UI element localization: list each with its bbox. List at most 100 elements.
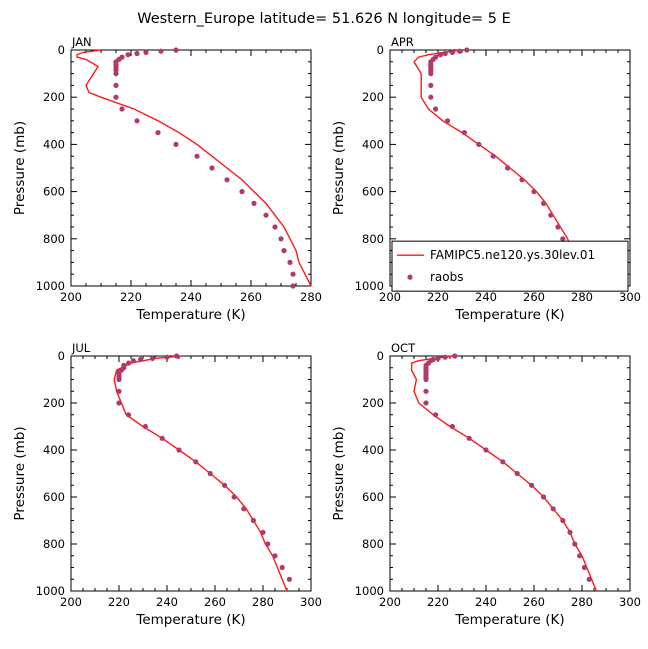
raobs-point — [281, 248, 287, 254]
raobs-point — [560, 236, 566, 242]
raobs-point — [222, 482, 228, 488]
raobs-point — [423, 376, 429, 383]
raobs-point — [116, 388, 122, 394]
raobs-point — [550, 506, 556, 512]
raobs-point — [457, 48, 463, 54]
x-tick-label: 240 — [180, 290, 202, 304]
raobs-point — [572, 541, 578, 547]
y-tick-label: 1000 — [36, 279, 65, 293]
raobs-point — [433, 106, 439, 112]
x-tick-label: 220 — [427, 290, 449, 304]
raobs-point — [265, 541, 271, 547]
raobs-point — [548, 212, 554, 218]
x-tick-label: 240 — [475, 595, 497, 609]
raobs-point — [514, 470, 520, 477]
y-axis-label: Pressure (mb) — [12, 121, 28, 215]
y-tick-label: 800 — [43, 232, 65, 246]
raobs-point — [433, 412, 439, 418]
raobs-point — [209, 165, 215, 171]
raobs-point — [466, 435, 472, 441]
raobs-point — [176, 447, 182, 453]
panel-label: JUL — [71, 341, 91, 355]
panel-label: JAN — [71, 35, 92, 49]
raobs-point — [490, 153, 496, 159]
y-tick-label: 1000 — [36, 584, 65, 598]
raobs-point — [286, 576, 292, 582]
raobs-point — [442, 50, 448, 57]
x-tick-label: 200 — [379, 595, 401, 609]
raobs-point — [428, 82, 434, 88]
raobs-point — [567, 529, 573, 535]
y-tick-label: 800 — [362, 232, 384, 246]
y-axis-label: Pressure (mb) — [331, 426, 347, 520]
raobs-point — [173, 47, 179, 53]
raobs-point — [174, 353, 180, 359]
panel-label: APR — [391, 35, 414, 49]
raobs-point — [155, 130, 161, 136]
y-tick-label: 600 — [362, 490, 384, 504]
raobs-point — [423, 388, 429, 394]
raobs-point — [142, 423, 148, 430]
x-tick-label: 280 — [571, 290, 593, 304]
raobs-point — [150, 355, 156, 361]
x-tick-label: 260 — [523, 595, 545, 609]
y-tick-label: 600 — [43, 490, 65, 504]
raobs-point — [251, 200, 257, 206]
raobs-point — [193, 459, 199, 465]
model-profile-line — [76, 49, 312, 287]
model-profile-line — [113, 355, 288, 592]
raobs-point — [207, 470, 213, 477]
x-tick-label: 220 — [427, 595, 449, 609]
raobs-point — [224, 177, 230, 183]
raobs-point — [581, 564, 588, 571]
raobs-point — [483, 447, 489, 453]
legend-box — [391, 240, 629, 292]
raobs-point — [116, 400, 122, 406]
panel-oct: 200 220 240 260 280 300 0 200 400 600 800 1000 OCT Te… — [331, 341, 641, 628]
raobs-point — [435, 355, 441, 361]
raobs-point — [158, 48, 164, 54]
raobs-point — [519, 177, 525, 183]
raobs-point — [449, 49, 455, 56]
plot-frame — [70, 49, 312, 287]
y-tick-label: 1000 — [355, 279, 384, 293]
y-axis-label: Pressure (mb) — [331, 121, 347, 215]
x-tick-label: 220 — [120, 290, 142, 304]
x-tick-label: 260 — [240, 290, 262, 304]
panel-apr: 200 220 240 260 280 300 0 200 400 600 800 1000 APR Te… — [331, 35, 641, 323]
raobs-point — [577, 553, 583, 559]
x-tick-label: 200 — [60, 290, 82, 304]
y-tick-label: 0 — [58, 349, 65, 363]
raobs-point — [113, 71, 119, 77]
panel-jul: 200 220 240 260 280 300 0 200 400 600 800 1000 JUL Te… — [12, 341, 322, 628]
raobs-point — [239, 189, 245, 195]
raobs-point — [134, 118, 140, 124]
raobs-point — [555, 224, 561, 230]
x-tick-label: 280 — [300, 290, 322, 304]
raobs-point — [113, 82, 119, 88]
raobs-point — [126, 412, 132, 418]
y-tick-label: 200 — [43, 90, 65, 104]
y-tick-label: 800 — [43, 537, 65, 551]
raobs-point — [586, 576, 592, 582]
raobs-point — [194, 153, 200, 159]
raobs-point — [529, 482, 535, 488]
raobs-point — [445, 118, 451, 124]
raobs-point — [263, 212, 269, 218]
raobs-point — [159, 435, 165, 441]
y-axis-label: Pressure (mb) — [12, 426, 28, 520]
raobs-point — [138, 356, 144, 363]
raobs-point — [531, 189, 537, 195]
raobs-point — [260, 529, 266, 535]
raobs-point — [428, 71, 434, 77]
raobs-point — [173, 141, 179, 147]
legend-entry-raobs: raobs — [430, 270, 464, 284]
y-tick-label: 1000 — [355, 584, 384, 598]
raobs-point — [290, 271, 296, 277]
raobs-point — [423, 400, 429, 406]
x-tick-label: 280 — [252, 595, 274, 609]
legend-entry-model: FAMIPC5.ne120.ys.30lev.01 — [430, 248, 595, 262]
y-tick-label: 0 — [377, 43, 384, 57]
raobs-point — [134, 50, 140, 57]
